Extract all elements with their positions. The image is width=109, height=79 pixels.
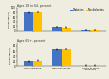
Bar <box>52 27 62 31</box>
Bar <box>52 49 62 66</box>
Text: Ages 18 to 64, percent: Ages 18 to 64, percent <box>17 4 52 8</box>
Bar <box>62 28 71 31</box>
Bar <box>33 61 42 66</box>
Legend: Diabetes, No diabetes: Diabetes, No diabetes <box>70 8 104 13</box>
Text: Ages 65+, percent: Ages 65+, percent <box>17 39 46 43</box>
Bar <box>33 12 42 31</box>
Bar <box>24 61 33 66</box>
Bar <box>90 30 99 31</box>
Y-axis label: Percentage (%): Percentage (%) <box>9 46 11 64</box>
Bar <box>81 30 90 31</box>
Bar <box>24 12 33 31</box>
Y-axis label: Percentage (%): Percentage (%) <box>8 11 10 28</box>
Bar <box>62 49 71 66</box>
